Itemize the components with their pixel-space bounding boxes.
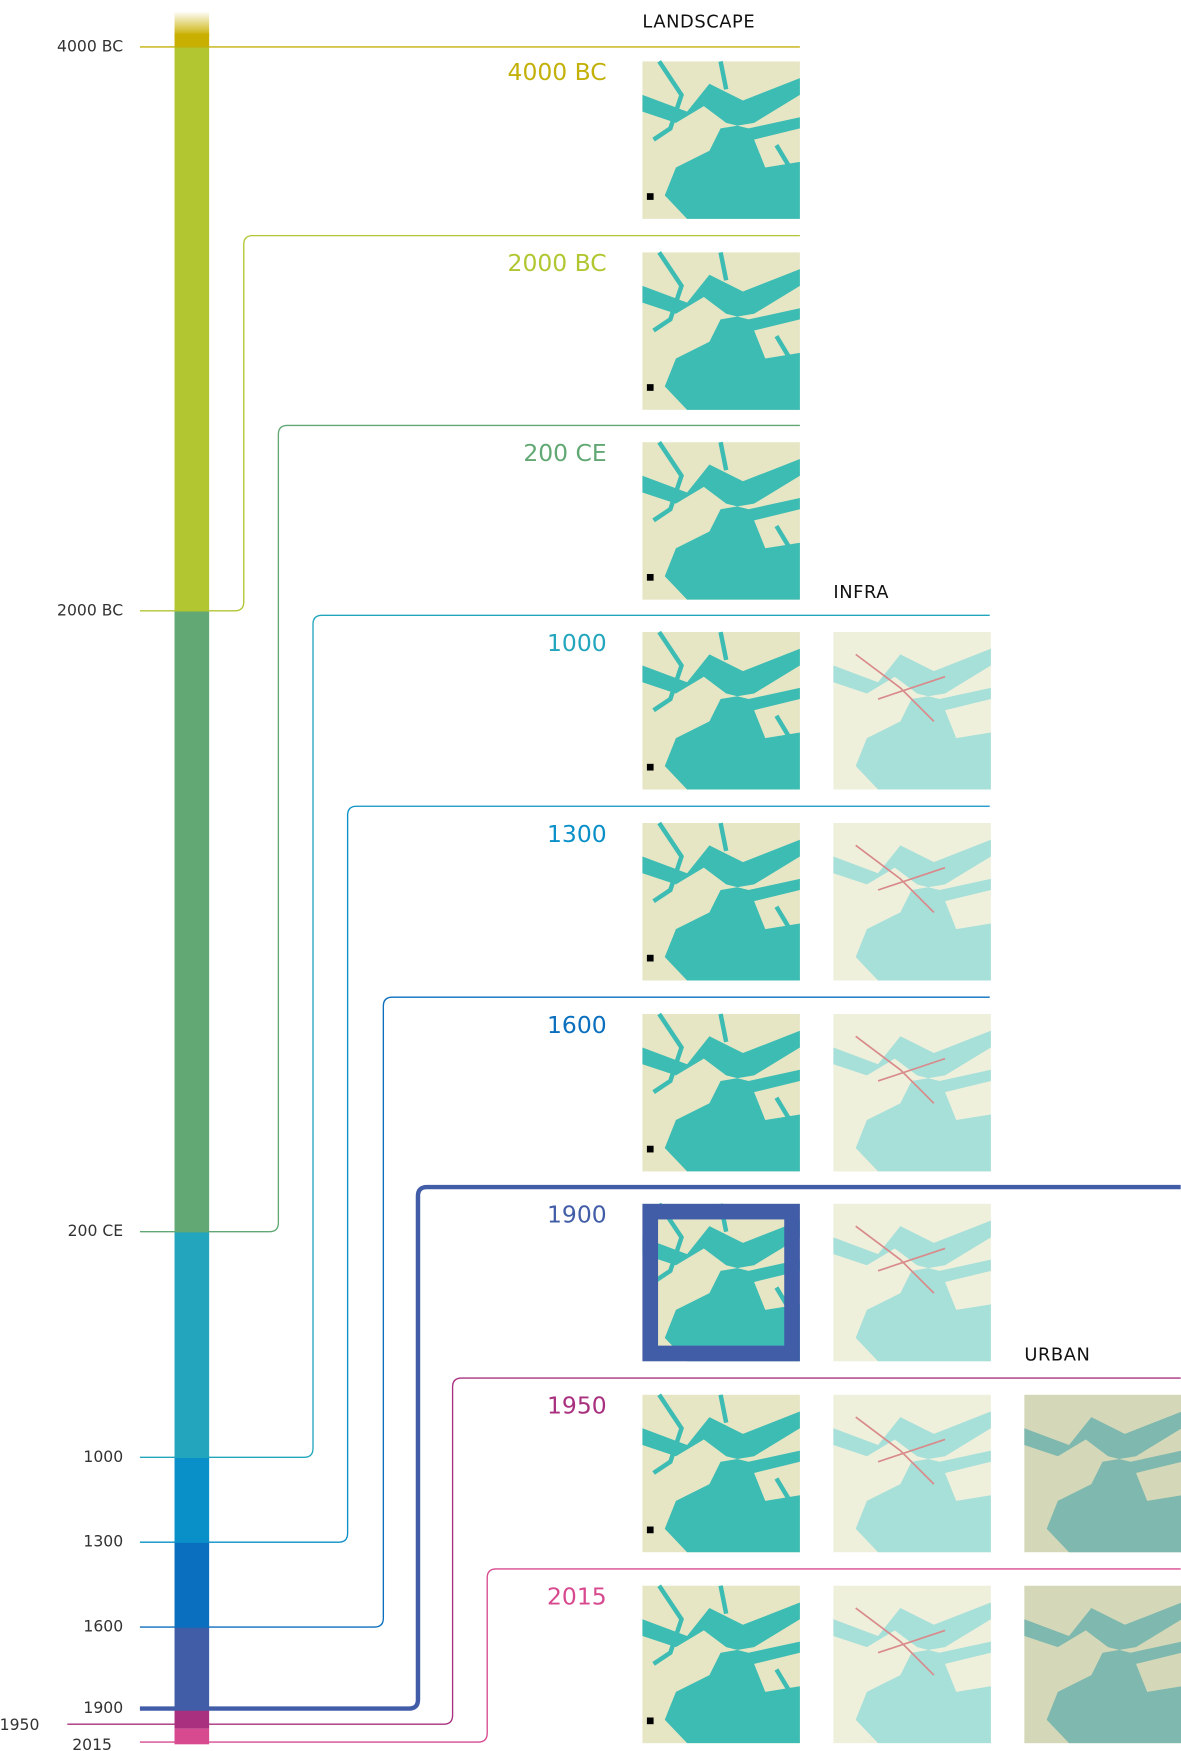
map-thumbnail — [642, 823, 799, 980]
map-thumbnail — [642, 61, 799, 218]
era-label: 2015 — [547, 1583, 607, 1611]
era-label: 200 CE — [523, 439, 606, 467]
column-header: LANDSCAPE — [642, 11, 755, 32]
era-label: 1600 — [547, 1011, 607, 1039]
map-thumbnail — [832, 1393, 992, 1554]
map-thumbnail — [832, 1584, 992, 1745]
connector-line — [67, 1377, 1181, 1725]
highlight-frame — [642, 1203, 800, 1362]
connector-line — [139, 234, 800, 612]
bar-fade — [174, 11, 210, 36]
map-thumbnail — [642, 252, 799, 409]
era-label: 2000 BC — [508, 249, 607, 277]
era-label: 4000 BC — [508, 58, 607, 86]
map-thumbnail — [642, 1586, 799, 1743]
axis-label: 2000 BC — [57, 600, 123, 619]
map-thumbnail — [1024, 1394, 1181, 1553]
era-label: 1300 — [547, 820, 607, 848]
bar-segment — [174, 1231, 210, 1458]
axis-label: 4000 BC — [57, 36, 123, 55]
axis-label: 200 CE — [68, 1221, 124, 1240]
axis-label: 1600 — [83, 1617, 123, 1636]
axis-label: 2015 — [72, 1735, 112, 1751]
map-thumbnail — [1024, 1585, 1181, 1744]
map-thumbnail — [642, 1014, 799, 1171]
era-label: 1000 — [547, 629, 607, 657]
connector-line — [139, 996, 990, 1628]
connector-line — [139, 1184, 1181, 1711]
axis-label: 1300 — [83, 1532, 123, 1551]
column-header: INFRA — [833, 582, 889, 603]
map-thumbnail — [832, 631, 992, 791]
connector-line — [139, 805, 990, 1543]
bar-segment — [174, 33, 210, 47]
bar-segment — [174, 1542, 210, 1628]
bar-segment — [174, 610, 210, 1232]
era-label: 1900 — [547, 1201, 607, 1229]
map-thumbnail — [642, 1395, 799, 1552]
era-label: 1950 — [547, 1392, 607, 1420]
connector-line — [139, 424, 800, 1233]
bar-segment — [174, 1627, 210, 1709]
axis-label: 1900 — [83, 1698, 123, 1717]
bar-segment — [174, 1708, 210, 1729]
map-thumbnail — [832, 822, 992, 982]
map-thumbnail — [642, 442, 799, 599]
bar-segment — [174, 46, 210, 611]
map-thumbnail — [642, 632, 799, 789]
axis-label: 1000 — [83, 1447, 123, 1466]
map-thumbnail — [642, 1204, 799, 1361]
map-thumbnail — [832, 1013, 992, 1173]
column-header: URBAN — [1024, 1345, 1090, 1366]
connector-line — [139, 1568, 1181, 1743]
bar-segment — [174, 1457, 210, 1543]
map-thumbnail — [832, 1202, 992, 1363]
axis-label: 1950 — [0, 1715, 39, 1734]
bar-segment — [174, 1728, 210, 1745]
connector-line — [139, 614, 990, 1458]
